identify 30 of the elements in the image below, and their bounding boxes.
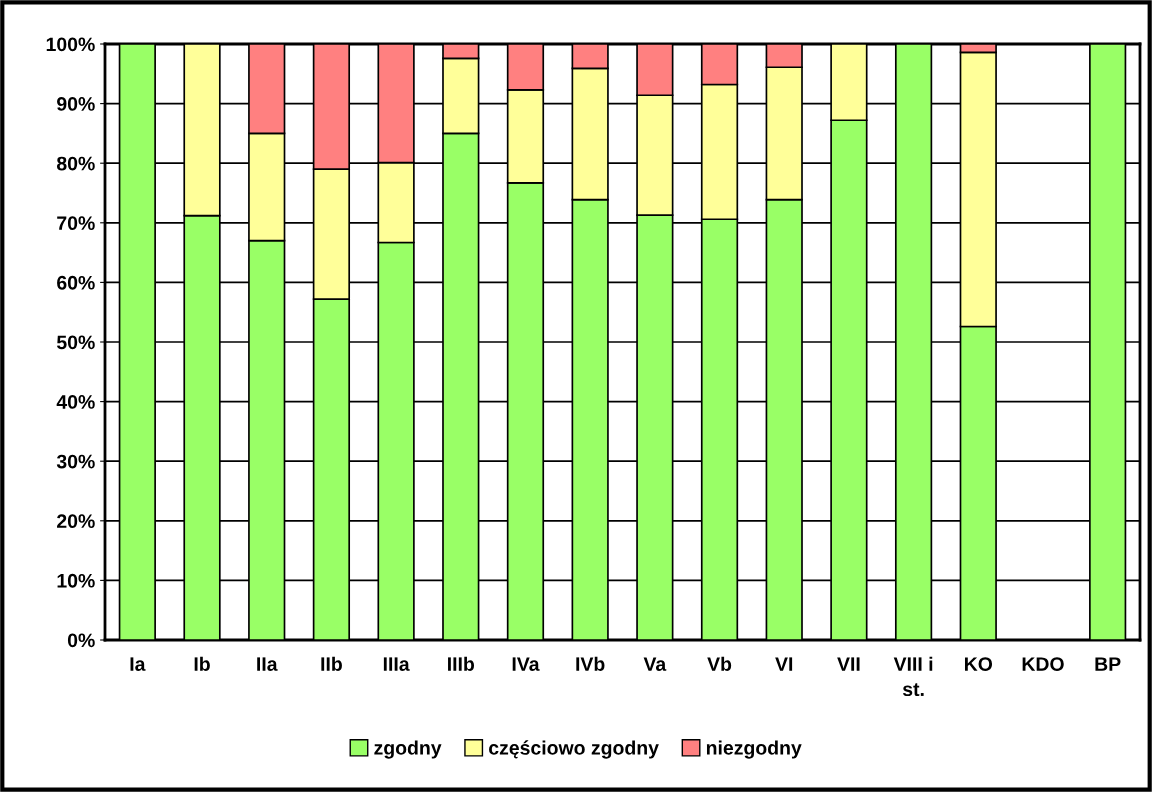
x-tick-label: BP <box>1095 657 1121 671</box>
x-tick-label: IVb <box>576 656 605 671</box>
x-tick-label: VI <box>775 657 793 671</box>
x-tick-label: KDO <box>1022 657 1064 671</box>
legend-label: częściowo zgodny <box>489 740 659 759</box>
y-tick-label: 60% <box>57 275 95 290</box>
x-tick-label: Vb <box>707 656 732 671</box>
x-tick-label: VIII i st. <box>893 656 933 697</box>
y-tick-label: 40% <box>56 395 95 409</box>
y-tick-label: 30% <box>56 454 95 469</box>
y-tick-label: 80% <box>56 156 95 171</box>
x-tick-label: Ia <box>130 657 146 671</box>
x-tick-label: KO <box>965 657 993 671</box>
legend-label: niezgodny <box>706 740 802 759</box>
y-tick-label: 90% <box>57 97 95 111</box>
y-tick-label: 50% <box>56 335 95 350</box>
x-tick-label: IIb <box>321 656 342 671</box>
x-tick-label: Ib <box>194 656 210 671</box>
x-tick-label: Va <box>643 657 667 671</box>
x-tick-label: VII <box>837 657 860 671</box>
legend-label: zgodny <box>374 740 442 759</box>
y-tick-label: 70% <box>57 216 95 231</box>
x-tick-label: IIIa <box>383 657 410 671</box>
y-tick-label: 100% <box>46 37 95 52</box>
y-tick-label: 20% <box>57 514 95 529</box>
y-tick-label: 10% <box>57 573 95 588</box>
x-tick-label: IVa <box>512 657 540 671</box>
x-tick-label: IIa <box>257 657 278 671</box>
x-tick-label: IIIb <box>448 656 475 671</box>
y-tick-label: 0% <box>67 633 95 648</box>
